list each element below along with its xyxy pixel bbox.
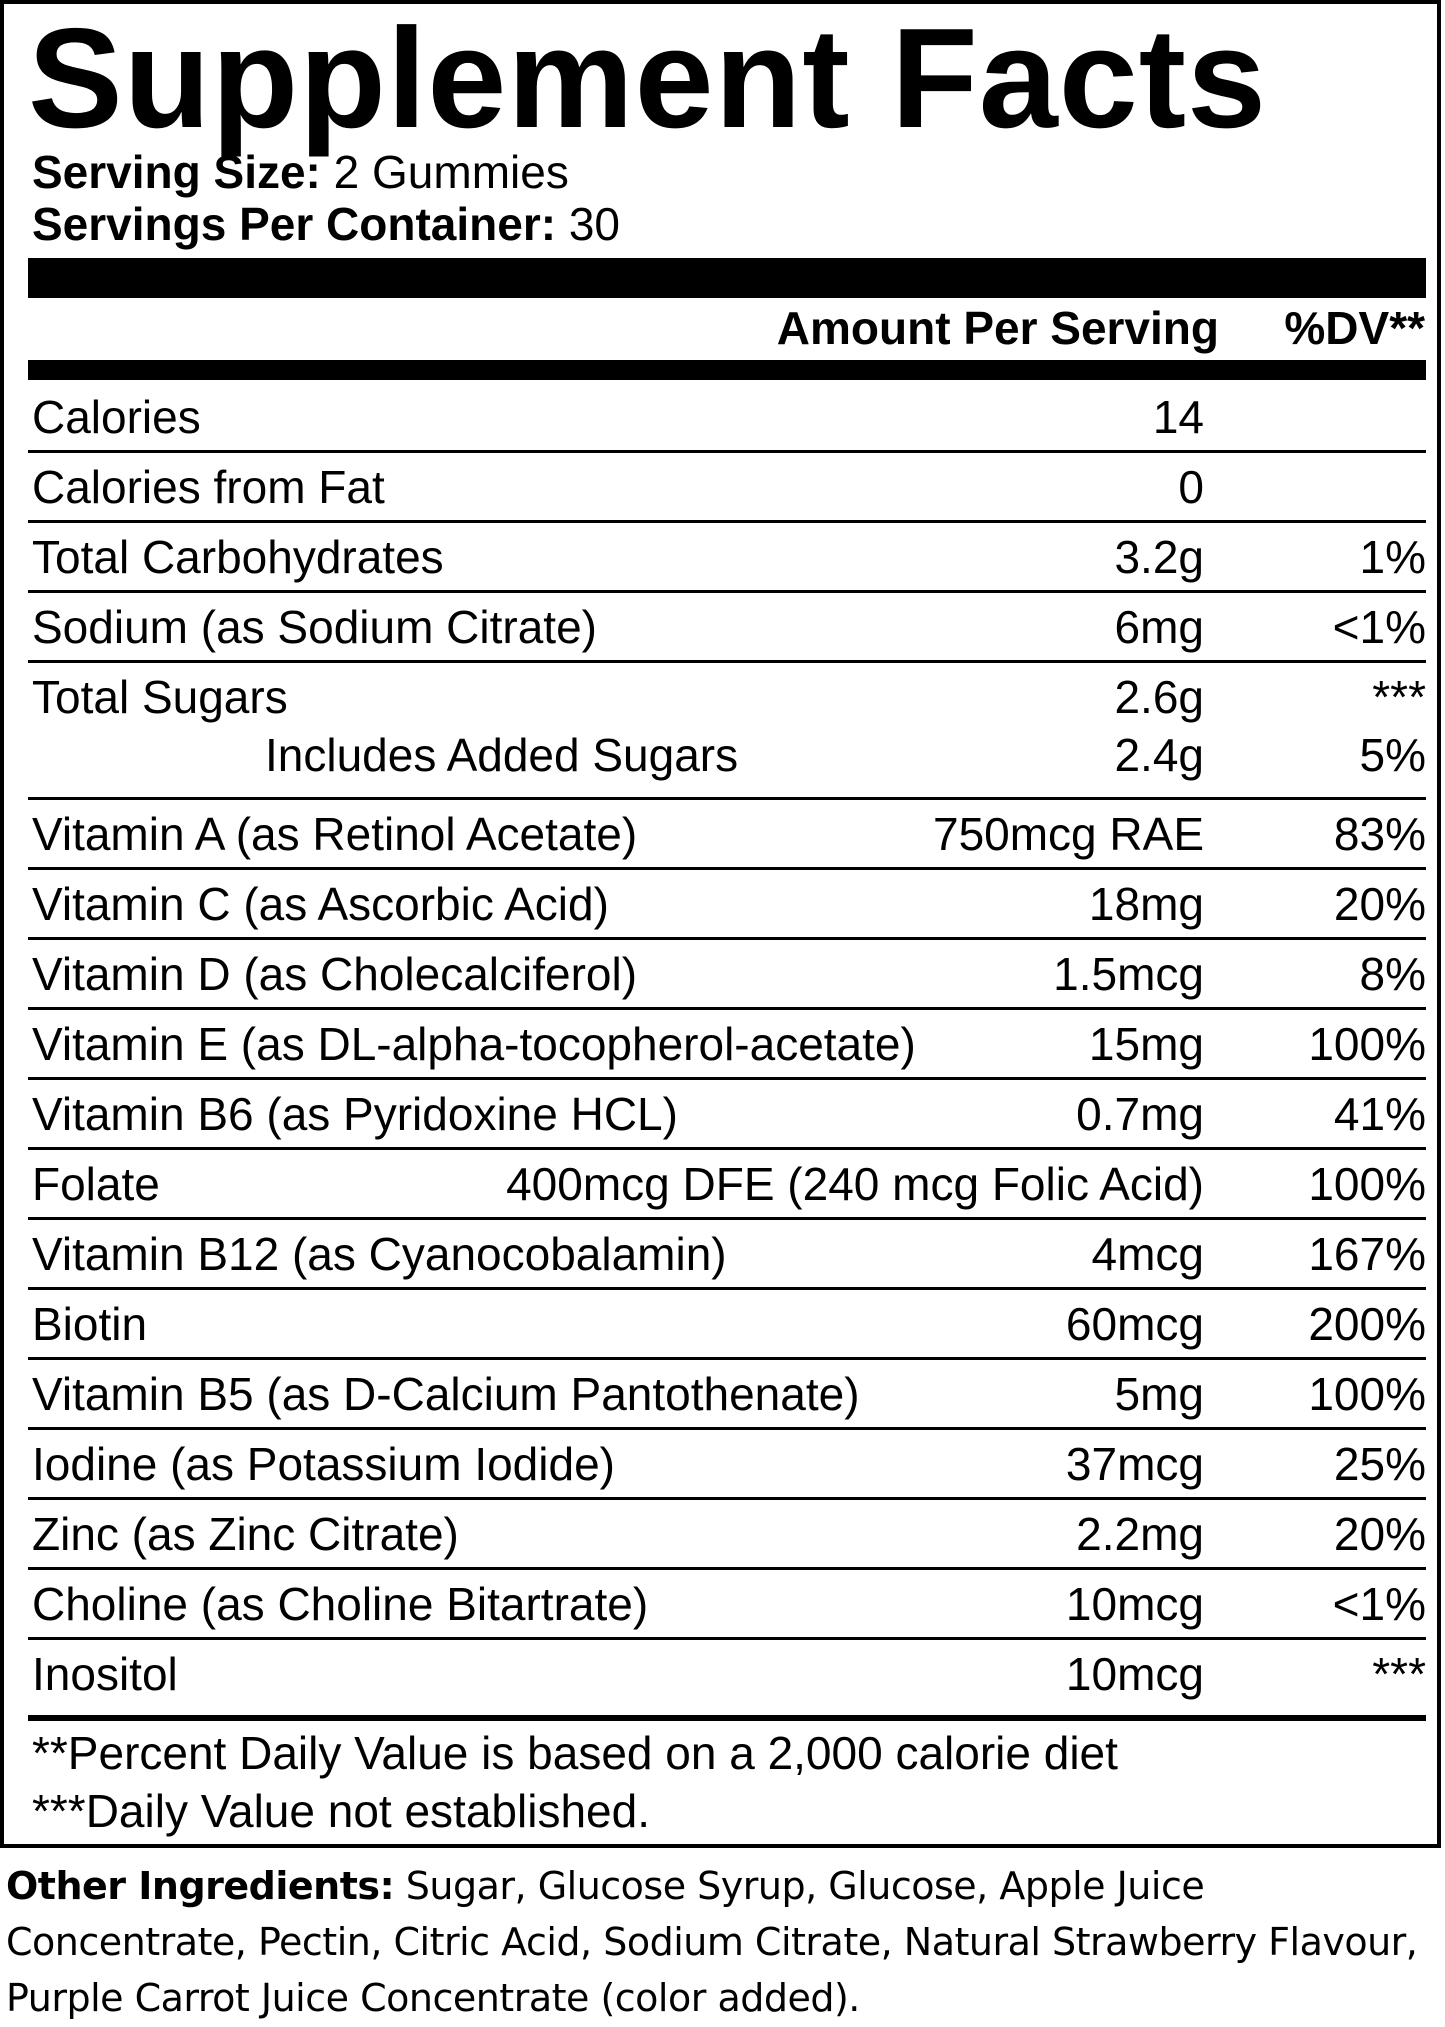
label: Servings Per Container: [32, 198, 557, 250]
nutrient-name: Vitamin A (as Retinol Acetate) [32, 808, 638, 860]
amount: 0.7mg [1076, 1088, 1204, 1140]
servings-per-container: Servings Per Container: 30 [32, 198, 620, 250]
nutrient-name: Vitamin B6 (as Pyridoxine HCL) [32, 1088, 678, 1140]
amount: 750mcg RAE [932, 808, 1204, 860]
daily-value: *** [1372, 1648, 1426, 1700]
nutrient-row: Vitamin E (as DL-alpha-tocopherol-acetat… [28, 1010, 1426, 1080]
nutrient-row: Vitamin C (as Ascorbic Acid) 18mg 20% [28, 870, 1426, 940]
nutrient-name: Vitamin E (as DL-alpha-tocopherol-acetat… [32, 1018, 916, 1070]
nutrient-row: Biotin 60mcg 200% [28, 1290, 1426, 1360]
nutrient-row: Choline (as Choline Bitartrate) 10mcg <1% [28, 1570, 1426, 1640]
footnote: **Percent Daily Value is based on a 2,00… [32, 1727, 1118, 1779]
footnote: ***Daily Value not established. [32, 1785, 650, 1837]
daily-value: 100% [1308, 1368, 1426, 1420]
nutrient-name: Total Carbohydrates [32, 531, 444, 583]
nutrient-row: Vitamin A (as Retinol Acetate) 750mcg RAE… [28, 800, 1426, 870]
amount: 6mg [1114, 601, 1204, 653]
amount: 60mcg [1065, 1298, 1204, 1350]
nutrient-name: Zinc (as Zinc Citrate) [32, 1508, 459, 1560]
label: Other Ingredients: [6, 1864, 395, 1908]
amount: 10mcg [1065, 1648, 1204, 1700]
daily-value: 8% [1359, 948, 1426, 1000]
amount: 5mg [1114, 1368, 1204, 1420]
amount: 2.6g [1114, 671, 1204, 723]
thick-rule [28, 258, 1426, 298]
nutrient-name: Vitamin B12 (as Cyanocobalamin) [32, 1228, 727, 1280]
label: Serving Size: [32, 146, 321, 198]
amount: 0 [1178, 461, 1204, 513]
column-header: Amount Per Serving [776, 302, 1219, 354]
daily-value: 100% [1308, 1018, 1426, 1070]
nutrient-name: Vitamin D (as Cholecalciferol) [32, 948, 638, 1000]
daily-value: 5% [1359, 729, 1426, 781]
nutrient-row: Iodine (as Potassium Iodide) 37mcg 25% [28, 1430, 1426, 1500]
amount: 14 [1152, 391, 1204, 443]
daily-value: 200% [1308, 1298, 1426, 1350]
daily-value: 41% [1333, 1088, 1426, 1140]
nutrient-name: Choline (as Choline Bitartrate) [32, 1578, 649, 1630]
nutrient-name: Sodium (as Sodium Citrate) [32, 601, 597, 653]
nutrient-row: Folate 400mcg DFE (240 mcg Folic Acid) 100… [28, 1150, 1426, 1220]
nutrient-row: Total Sugars 2.6g *** Includes Added Sugars… [28, 663, 1426, 800]
nutrient-name: Vitamin C (as Ascorbic Acid) [32, 878, 609, 930]
text: Sugar, Glucose Syrup, Glucose, Apple Jui… [6, 1864, 1418, 2020]
nutrient-name: Folate [32, 1158, 160, 1210]
amount: 400mcg DFE (240 mcg Folic Acid) [506, 1158, 1204, 1210]
nutrient-row: Vitamin B6 (as Pyridoxine HCL) 0.7mg 41% [28, 1080, 1426, 1150]
nutrient-name: Inositol [32, 1648, 178, 1700]
nutrient-name: Biotin [32, 1298, 148, 1350]
nutrient-name: Includes Added Sugars [265, 729, 739, 781]
title: Supplement Facts [28, 0, 1268, 158]
footnote-rule [28, 1715, 1426, 1721]
nutrient-name: Vitamin B5 (as D-Calcium Pantothenate) [32, 1368, 860, 1420]
nutrient-row: Vitamin D (as Cholecalciferol) 1.5mcg 8% [28, 940, 1426, 1010]
amount: 3.2g [1114, 531, 1204, 583]
medium-rule [28, 360, 1426, 380]
nutrient-row: Total Carbohydrates 3.2g 1% [28, 523, 1426, 593]
nutrient-name: Iodine (as Potassium Iodide) [32, 1438, 615, 1490]
nutrient-row: Calories from Fat 0 [28, 453, 1426, 523]
amount: 18mg [1088, 878, 1204, 930]
nutrient-row: Inositol 10mcg *** [28, 1640, 1426, 1707]
daily-value: *** [1372, 671, 1426, 723]
nutrient-row: Vitamin B5 (as D-Calcium Pantothenate) 5m… [28, 1360, 1426, 1430]
value: 2 Gummies [333, 146, 569, 198]
daily-value: 1% [1359, 531, 1426, 583]
value: 30 [568, 198, 620, 250]
column-header: %DV** [1284, 302, 1425, 354]
daily-value: <1% [1332, 1578, 1426, 1630]
amount: 15mg [1088, 1018, 1204, 1070]
daily-value: 25% [1333, 1438, 1426, 1490]
amount: 1.5mcg [1053, 948, 1204, 1000]
supplement-facts-panel: Supplement Facts Serving Size: 2 Gummies… [0, 0, 1441, 1848]
daily-value: 83% [1333, 808, 1426, 860]
nutrient-row: Calories 14 [28, 383, 1426, 453]
amount: 2.2mg [1076, 1508, 1204, 1560]
amount: 2.4g [1114, 729, 1204, 781]
daily-value: 20% [1333, 878, 1426, 930]
nutrient-row: Sodium (as Sodium Citrate) 6mg <1% [28, 593, 1426, 663]
nutrient-name: Total Sugars [32, 671, 288, 723]
nutrient-row: Zinc (as Zinc Citrate) 2.2mg 20% [28, 1500, 1426, 1570]
other-ingredients: Other Ingredients: Sugar, Glucose Syrup,… [6, 1858, 1442, 2026]
nutrient-name: Calories from Fat [32, 461, 385, 513]
nutrient-table: Calories 14 Calories from Fat 0 Total Carboh… [28, 383, 1426, 1707]
daily-value: 20% [1333, 1508, 1426, 1560]
amount: 37mcg [1065, 1438, 1204, 1490]
nutrient-row: Vitamin B12 (as Cyanocobalamin) 4mcg 167% [28, 1220, 1426, 1290]
amount: 10mcg [1065, 1578, 1204, 1630]
serving-size: Serving Size: 2 Gummies [32, 146, 569, 198]
nutrient-name: Calories [32, 391, 201, 443]
daily-value: <1% [1332, 601, 1426, 653]
daily-value: 100% [1308, 1158, 1426, 1210]
amount: 4mcg [1091, 1228, 1204, 1280]
daily-value: 167% [1308, 1228, 1426, 1280]
